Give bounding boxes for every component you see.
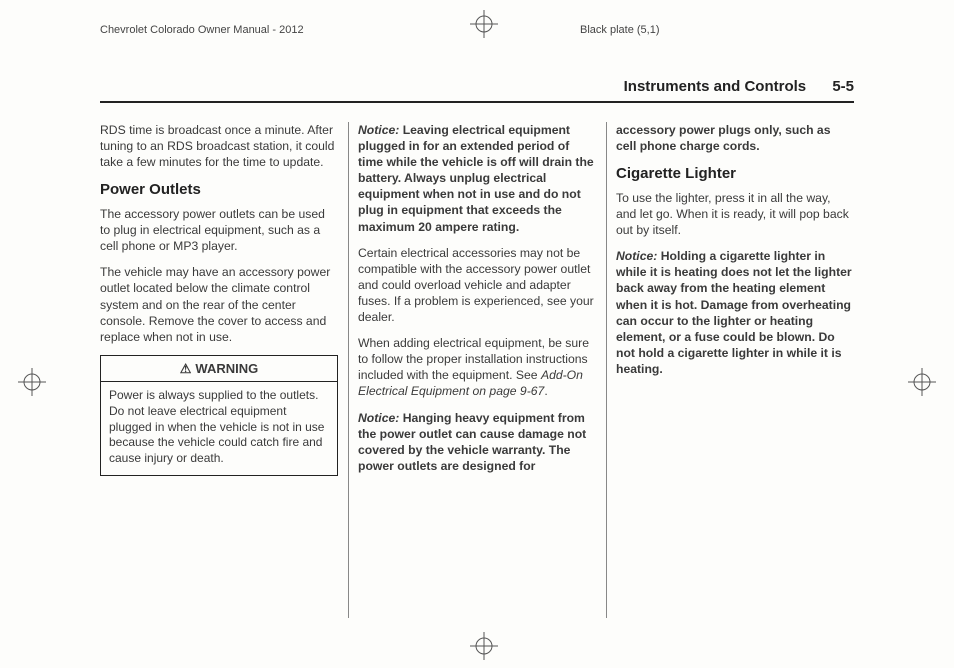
warning-body: Power is always supplied to the outlets.…	[101, 382, 337, 475]
heading-cigarette-lighter: Cigarette Lighter	[616, 164, 854, 184]
paragraph-compatibility: Certain electrical accessories may not b…	[358, 245, 596, 325]
addon-text-post: .	[544, 384, 547, 398]
paragraph-rds: RDS time is broadcast once a minute. Aft…	[100, 122, 338, 170]
notice-drain-battery: Notice: Leaving electrical equipment plu…	[358, 122, 596, 235]
warning-callout: ⚠WARNING Power is always supplied to the…	[100, 355, 338, 476]
notice-body: Holding a cigarette lighter in while it …	[616, 249, 852, 376]
page-body: RDS time is broadcast once a minute. Aft…	[100, 122, 854, 618]
warning-label: WARNING	[195, 361, 258, 376]
notice-label: Notice:	[358, 411, 399, 425]
paragraph-addon: When adding electrical equipment, be sur…	[358, 335, 596, 399]
registration-mark-icon	[18, 368, 46, 396]
notice-cigarette-hold: Notice: Holding a cigarette lighter in w…	[616, 248, 854, 377]
manual-title: Chevrolet Colorado Owner Manual - 2012	[100, 24, 304, 36]
notice-label: Notice:	[358, 123, 399, 137]
paragraph-power-outlets-1: The accessory power outlets can be used …	[100, 206, 338, 254]
registration-mark-icon	[470, 10, 498, 38]
registration-mark-icon	[908, 368, 936, 396]
notice-label: Notice:	[616, 249, 657, 263]
paragraph-cigarette-1: To use the lighter, press it in all the …	[616, 190, 854, 238]
registration-mark-icon	[470, 632, 498, 660]
section-title: Instruments and Controls	[624, 78, 807, 95]
page-number: 5-5	[832, 78, 854, 95]
warning-triangle-icon: ⚠	[180, 361, 192, 376]
paragraph-power-outlets-2: The vehicle may have an accessory power …	[100, 264, 338, 344]
heading-power-outlets: Power Outlets	[100, 180, 338, 200]
notice-body: Leaving electrical equipment plugged in …	[358, 123, 594, 234]
page-header: Instruments and Controls 5-5	[100, 78, 854, 103]
warning-header: ⚠WARNING	[101, 356, 337, 382]
plate-label: Black plate (5,1)	[580, 24, 659, 36]
